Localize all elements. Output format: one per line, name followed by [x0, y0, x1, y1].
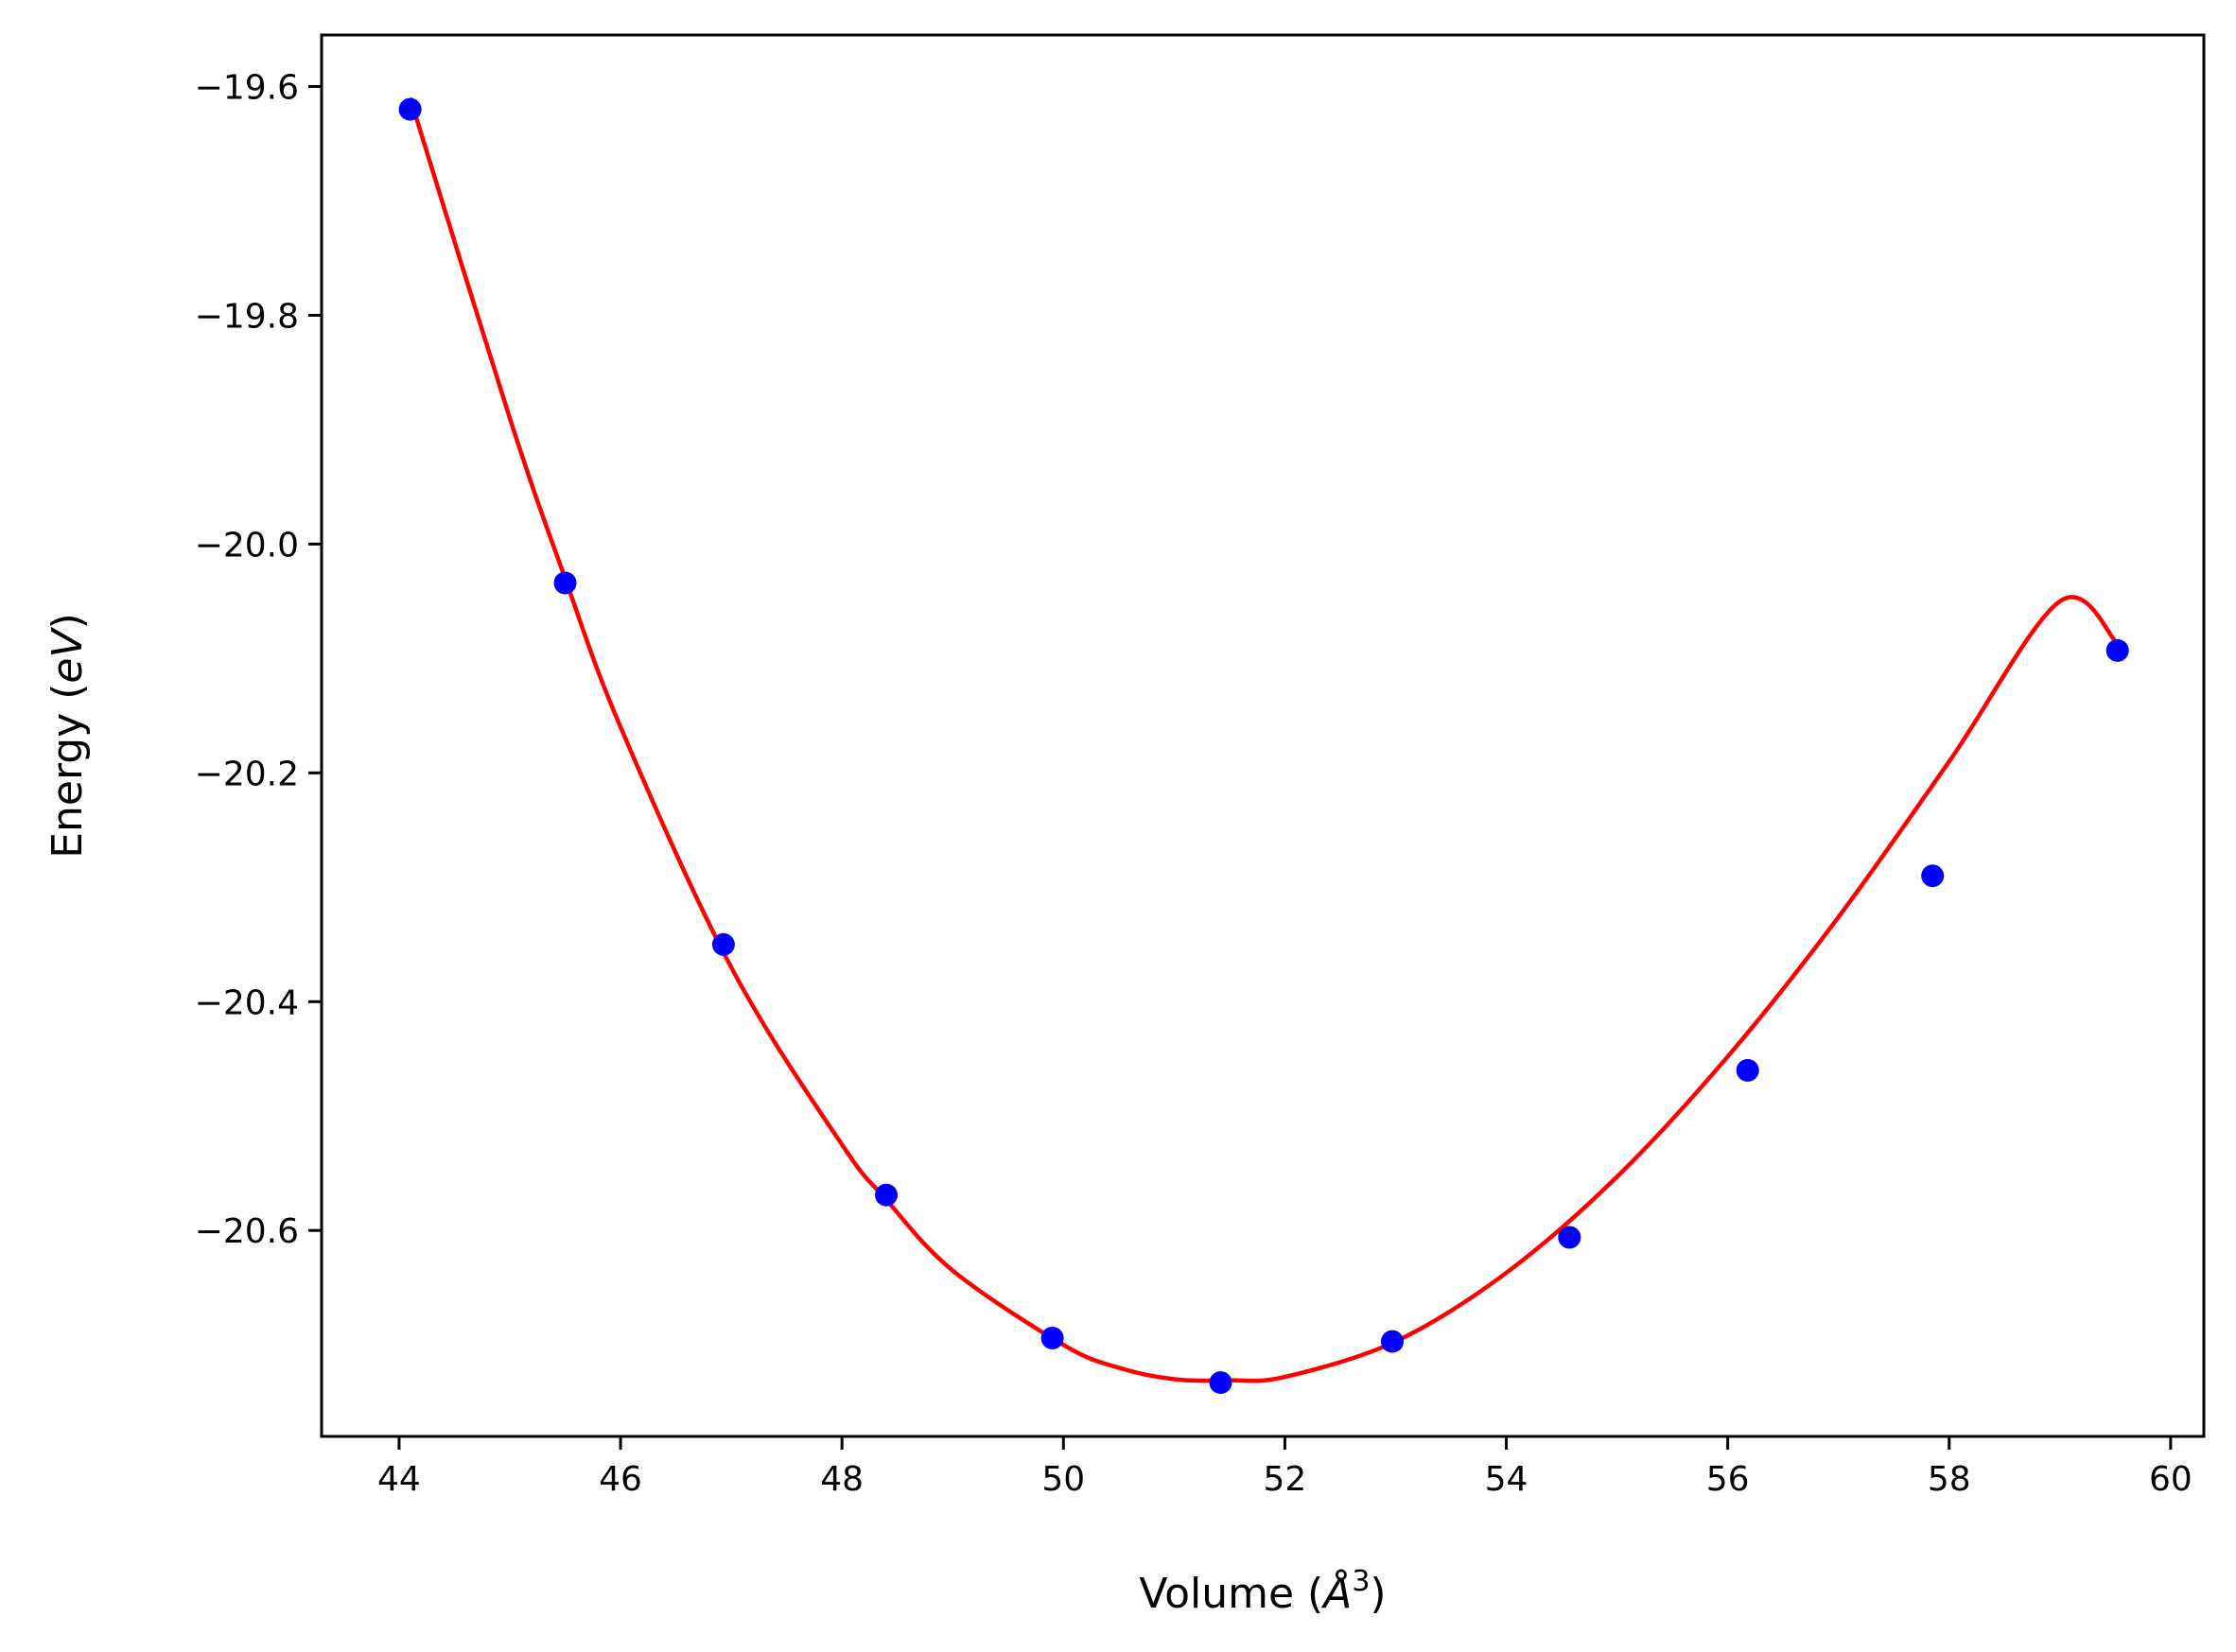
x-tick-label: 46 — [599, 1460, 642, 1499]
data-point — [711, 932, 735, 956]
fit-curve-layer — [408, 96, 2120, 1383]
data-point — [1209, 1371, 1232, 1395]
x-tick-label: 48 — [820, 1460, 864, 1499]
data-point — [875, 1183, 898, 1207]
data-point — [398, 97, 422, 121]
plot-frame — [320, 33, 2206, 1438]
x-tick-label: 52 — [1264, 1460, 1307, 1499]
data-point — [1558, 1226, 1581, 1249]
y-tick-label: −20.2 — [195, 755, 299, 793]
x-tick-label: 60 — [2149, 1460, 2192, 1499]
y-tick-label: −20.0 — [195, 526, 299, 565]
x-tick-label: 50 — [1041, 1460, 1085, 1499]
x-tick-label: 58 — [1928, 1460, 1971, 1499]
y-axis-ticks: −19.6 −19.8 −20.0 −20.2 −20.4 −20.6 — [195, 68, 322, 1251]
data-point — [2105, 638, 2129, 662]
x-axis-label-close: ) — [1370, 1570, 1386, 1618]
y-tick-label: −19.6 — [195, 68, 299, 107]
x-tick-label: 54 — [1485, 1460, 1529, 1499]
x-axis-label: Volume (Å3) — [1139, 1565, 1386, 1618]
y-tick-label: −20.6 — [195, 1212, 299, 1251]
x-axis-unit-exponent: 3 — [1352, 1565, 1370, 1598]
data-point — [1736, 1058, 1759, 1082]
y-axis-unit: eV — [44, 627, 92, 684]
x-tick-label: 44 — [377, 1460, 421, 1499]
y-axis-label-text: Energy ( — [44, 684, 92, 859]
y-tick-label: −19.8 — [195, 297, 299, 336]
x-tick-label: 56 — [1706, 1460, 1750, 1499]
y-axis-label: Energy (eV) — [44, 613, 92, 859]
data-point — [553, 571, 577, 595]
data-points-layer — [398, 97, 2129, 1395]
data-point — [1040, 1327, 1064, 1349]
y-axis-label-close: ) — [44, 613, 92, 629]
fit-curve-line — [408, 96, 2120, 1383]
x-axis-label-text: Volume ( — [1139, 1570, 1323, 1618]
x-axis-unit-symbol: Å — [1320, 1568, 1352, 1618]
data-point — [1921, 864, 1945, 888]
x-axis-ticks: 44 46 48 50 52 54 56 58 60 — [377, 1436, 2192, 1499]
y-tick-label: −20.4 — [195, 983, 299, 1022]
data-point — [1381, 1330, 1404, 1353]
